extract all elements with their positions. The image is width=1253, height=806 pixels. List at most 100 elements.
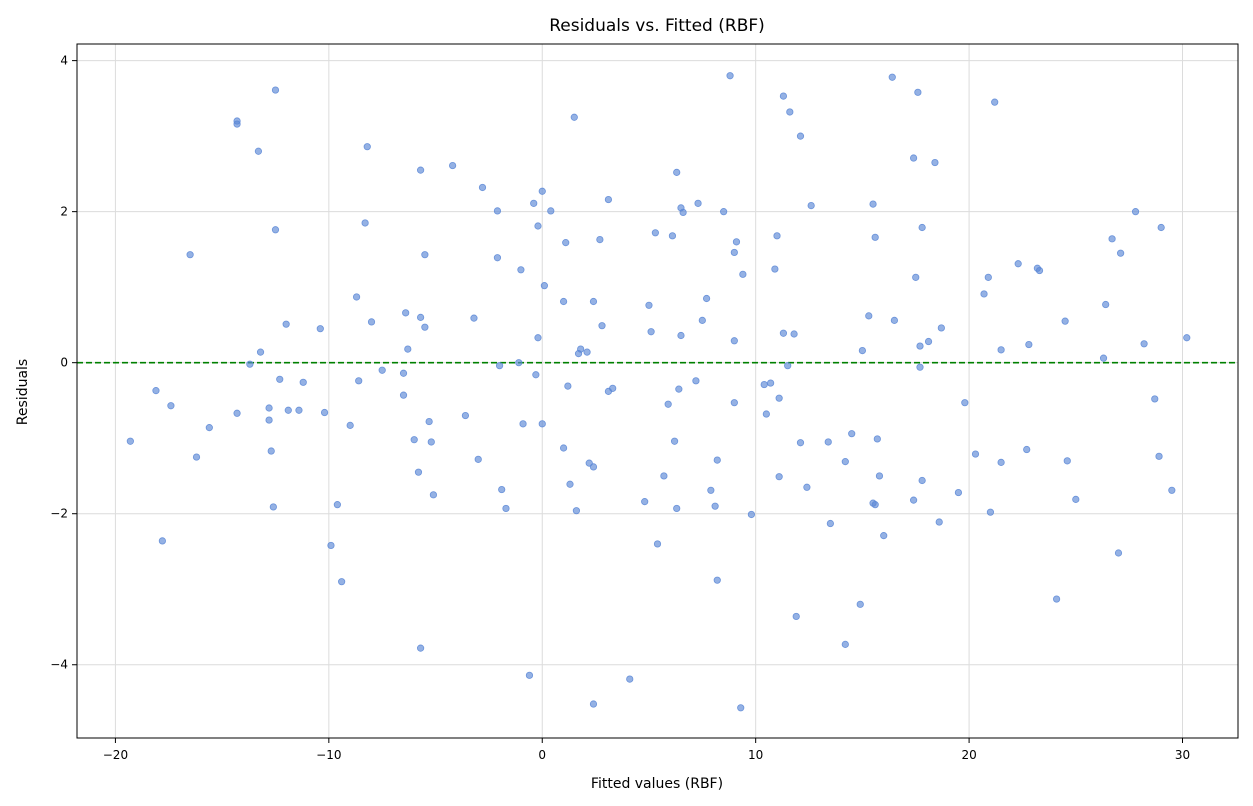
scatter-point xyxy=(792,612,800,621)
scatter-point xyxy=(269,503,277,511)
scatter-point xyxy=(378,366,386,374)
scatter-point xyxy=(449,161,457,170)
scatter-point xyxy=(991,98,999,106)
scatter-point xyxy=(779,329,788,337)
scatter-point xyxy=(1035,266,1044,275)
scatter-point xyxy=(284,406,292,414)
scatter-point xyxy=(803,483,811,491)
scatter-point xyxy=(402,309,410,317)
scatter-point xyxy=(954,488,963,497)
scatter-point xyxy=(425,417,433,426)
scatter-point xyxy=(664,400,672,408)
scatter-point xyxy=(267,447,275,455)
scatter-point xyxy=(547,207,555,215)
x-tick-label: −20 xyxy=(103,748,128,762)
scatter-point xyxy=(935,518,943,526)
scatter-point xyxy=(265,404,273,412)
scatter-point xyxy=(848,430,856,438)
scatter-point xyxy=(559,297,568,306)
scatter-point xyxy=(493,207,502,215)
scatter-point xyxy=(572,507,581,515)
scatter-point xyxy=(502,504,510,513)
scatter-point xyxy=(673,504,681,513)
scatter-point xyxy=(355,377,363,385)
scatter-point xyxy=(871,501,879,509)
scatter-point xyxy=(937,324,945,332)
scatter-point xyxy=(720,208,728,216)
scatter-point xyxy=(327,541,335,550)
plot-frame xyxy=(76,43,1239,739)
scatter-point xyxy=(530,199,538,207)
y-axis-label: Residuals xyxy=(15,359,31,425)
scatter-point xyxy=(1183,334,1191,342)
scatter-point xyxy=(856,600,864,608)
x-tick-label: 30 xyxy=(1175,748,1190,762)
scatter-point xyxy=(888,73,896,81)
scatter-point xyxy=(1061,317,1069,325)
scatter-point xyxy=(732,238,741,246)
scatter-point xyxy=(417,644,425,652)
scatter-point xyxy=(589,297,598,306)
scatter-point xyxy=(367,318,376,326)
y-axis-ticks: −4 −2 0 2 4 xyxy=(50,54,77,672)
scatter-point xyxy=(675,385,683,393)
scatter-point xyxy=(694,199,702,207)
scatter-point xyxy=(604,195,613,204)
scatter-point xyxy=(474,455,482,463)
y-tick-label: 4 xyxy=(60,54,68,68)
scatter-point xyxy=(679,208,687,217)
scatter-point xyxy=(399,391,408,399)
scatter-point xyxy=(517,266,525,274)
scatter-point xyxy=(786,108,794,116)
scatter-point xyxy=(256,348,265,356)
scatter-point xyxy=(598,322,606,330)
scatter-point xyxy=(338,578,346,586)
scatter-point xyxy=(152,387,160,395)
scatter-point xyxy=(320,408,329,417)
scatter-point xyxy=(1063,457,1071,465)
scatter-point xyxy=(730,248,738,257)
scatter-point xyxy=(890,316,898,324)
scatter-point xyxy=(871,233,879,241)
scatter-point xyxy=(997,458,1005,466)
scatter-point xyxy=(126,437,134,445)
scatter-point xyxy=(880,532,888,540)
scatter-point xyxy=(534,334,542,342)
scatter-point xyxy=(410,436,418,444)
scatter-point xyxy=(875,472,884,480)
scatter-point xyxy=(660,472,668,480)
scatter-point xyxy=(1157,223,1165,232)
x-tick-label: 10 xyxy=(748,748,763,762)
x-tick-label: −10 xyxy=(316,748,341,762)
scatter-point xyxy=(986,508,995,516)
scatter-point xyxy=(233,409,241,417)
scatter-point xyxy=(692,377,700,385)
y-tick-label: −4 xyxy=(50,658,68,672)
scatter-point xyxy=(670,437,679,445)
scatter-point xyxy=(1131,208,1140,216)
y-tick-label: 2 xyxy=(60,205,68,219)
scatter-point xyxy=(779,92,788,100)
scatter-point xyxy=(1025,340,1033,349)
scatter-point xyxy=(747,510,756,519)
scatter-point xyxy=(478,183,487,192)
scatter-point xyxy=(559,444,568,452)
scatter-point xyxy=(540,282,548,290)
scatter-point xyxy=(417,313,425,321)
scatter-point xyxy=(775,394,783,402)
scatter-point xyxy=(771,265,779,273)
y-tick-label: 0 xyxy=(60,356,68,370)
scatter-point xyxy=(971,450,980,458)
scatter-point xyxy=(841,640,849,648)
scatter-point xyxy=(869,200,877,208)
scatter-point xyxy=(997,346,1005,354)
scatter-point xyxy=(421,251,429,259)
scatter-point xyxy=(641,498,649,506)
scatter-point xyxy=(858,346,866,355)
scatter-point xyxy=(912,273,920,281)
scatter-point xyxy=(417,166,425,174)
scatter-point xyxy=(233,120,241,128)
scatter-point xyxy=(1099,354,1108,362)
scatter-point xyxy=(495,362,504,370)
scatter-point xyxy=(865,312,873,320)
